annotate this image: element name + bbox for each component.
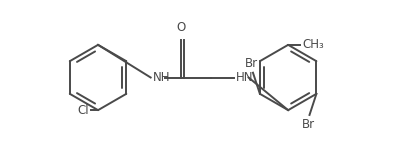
Text: Cl: Cl bbox=[78, 104, 89, 117]
Text: NH: NH bbox=[153, 71, 170, 84]
Text: O: O bbox=[176, 21, 185, 34]
Text: CH₃: CH₃ bbox=[302, 38, 324, 51]
Text: HN: HN bbox=[236, 71, 254, 84]
Text: Br: Br bbox=[245, 57, 258, 70]
Text: Br: Br bbox=[301, 118, 315, 131]
